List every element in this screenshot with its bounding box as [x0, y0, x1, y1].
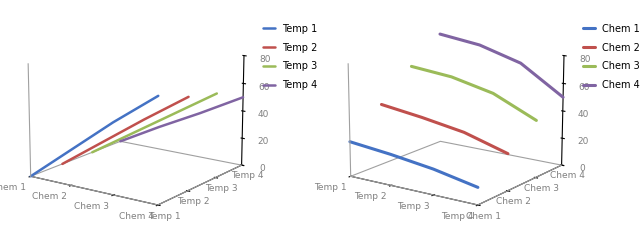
Legend: Chem 1, Chem 2, Chem 3, Chem 4: Chem 1, Chem 2, Chem 3, Chem 4 [583, 24, 640, 90]
Legend: Temp 1, Temp 2, Temp 3, Temp 4: Temp 1, Temp 2, Temp 3, Temp 4 [263, 24, 318, 90]
